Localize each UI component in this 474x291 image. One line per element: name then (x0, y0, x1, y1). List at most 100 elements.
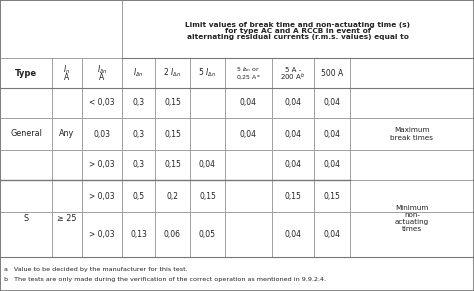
Text: < 0,03: < 0,03 (89, 98, 115, 107)
Bar (52, 88, 82, 118)
Bar (52, 118, 82, 150)
Text: 0,04: 0,04 (284, 98, 301, 107)
Bar (82, 118, 122, 150)
Bar (225, 88, 272, 118)
Text: > 0,03: > 0,03 (89, 191, 115, 200)
Bar (0, 0, 122, 58)
Bar (350, 118, 474, 150)
Bar (155, 180, 190, 212)
Bar (350, 58, 474, 88)
Text: 0,15: 0,15 (164, 129, 181, 139)
Bar (314, 118, 350, 150)
Bar (82, 150, 122, 180)
Bar (0, 58, 52, 88)
Text: 0,04: 0,04 (284, 230, 301, 239)
Text: 0,06: 0,06 (164, 230, 181, 239)
Bar (82, 88, 122, 118)
Text: > 0,03: > 0,03 (89, 161, 115, 169)
Text: 0,04: 0,04 (240, 98, 257, 107)
Bar (190, 58, 225, 88)
Text: for type AC and A RCCB in event of: for type AC and A RCCB in event of (225, 28, 371, 34)
Text: $5\ I_{Δn}$ or: $5\ I_{Δn}$ or (237, 65, 261, 74)
Bar (190, 212, 225, 257)
Bar (0, 118, 52, 150)
Text: $5\ I_{Δn}$: $5\ I_{Δn}$ (198, 67, 217, 79)
Text: Type: Type (15, 68, 37, 77)
Bar (190, 118, 225, 150)
Text: $I_n$: $I_n$ (64, 64, 71, 76)
Bar (0, 88, 52, 118)
Bar (314, 212, 350, 257)
Bar (122, 0, 474, 58)
Text: 0,15: 0,15 (164, 161, 181, 169)
Bar (350, 150, 474, 180)
Bar (122, 212, 155, 257)
Text: S: S (23, 214, 28, 223)
Bar (314, 150, 350, 180)
Text: 0,04: 0,04 (284, 129, 301, 139)
Bar (225, 180, 272, 212)
Text: 0,3: 0,3 (132, 129, 145, 139)
Bar (272, 58, 314, 88)
Bar (225, 118, 272, 150)
Text: ≥ 25: ≥ 25 (57, 214, 77, 223)
Text: 0,04: 0,04 (284, 161, 301, 169)
Text: A: A (100, 72, 105, 81)
Bar (190, 150, 225, 180)
Text: 0,04: 0,04 (199, 161, 216, 169)
Bar (155, 88, 190, 118)
Bar (122, 58, 155, 88)
Text: 0,2: 0,2 (166, 191, 179, 200)
Bar (52, 180, 82, 212)
Bar (52, 150, 82, 180)
Bar (225, 150, 272, 180)
Bar (314, 88, 350, 118)
Bar (82, 58, 122, 88)
Text: 0,5: 0,5 (132, 191, 145, 200)
Text: > 0,03: > 0,03 (89, 230, 115, 239)
Bar (272, 118, 314, 150)
Text: a   Value to be decided by the manufacturer for this test.: a Value to be decided by the manufacture… (4, 267, 188, 272)
Text: 0,15: 0,15 (164, 98, 181, 107)
Text: 0,04: 0,04 (323, 161, 340, 169)
Text: 0,15: 0,15 (324, 191, 340, 200)
Bar (314, 180, 350, 212)
Text: A: A (64, 72, 70, 81)
Text: 0,04: 0,04 (323, 129, 340, 139)
Text: 0,25 A$^a$: 0,25 A$^a$ (236, 73, 261, 81)
Bar (272, 150, 314, 180)
Text: 0,3: 0,3 (132, 161, 145, 169)
Text: $2\ I_{Δn}$: $2\ I_{Δn}$ (164, 67, 182, 79)
Text: 0,15: 0,15 (284, 191, 301, 200)
Bar (0, 257, 474, 291)
Text: 0,04: 0,04 (240, 129, 257, 139)
Text: 0,05: 0,05 (199, 230, 216, 239)
Bar (272, 88, 314, 118)
Bar (0, 180, 52, 212)
Bar (122, 150, 155, 180)
Text: 200 A$^b$: 200 A$^b$ (280, 71, 306, 83)
Bar (0, 150, 52, 180)
Text: 500 A: 500 A (321, 68, 343, 77)
Text: Minimum
non-
actuating
times: Minimum non- actuating times (395, 205, 429, 232)
Bar (272, 212, 314, 257)
Bar (52, 58, 82, 88)
Bar (0, 212, 52, 257)
Text: b   The tests are only made during the verification of the correct operation as : b The tests are only made during the ver… (4, 276, 326, 281)
Bar (82, 212, 122, 257)
Bar (225, 212, 272, 257)
Text: Maximum
break times: Maximum break times (391, 127, 434, 141)
Text: $I_{Δn}$: $I_{Δn}$ (133, 67, 144, 79)
Text: Limit values of break time and non-actuating time (s): Limit values of break time and non-actua… (185, 22, 410, 28)
Bar (350, 180, 474, 212)
Text: 0,03: 0,03 (93, 129, 110, 139)
Bar (350, 88, 474, 118)
Text: 0,13: 0,13 (130, 230, 147, 239)
Bar (314, 58, 350, 88)
Bar (190, 180, 225, 212)
Text: General: General (10, 129, 42, 139)
Text: Any: Any (59, 129, 74, 139)
Text: 0,04: 0,04 (323, 230, 340, 239)
Bar (52, 212, 82, 257)
Bar (82, 180, 122, 212)
